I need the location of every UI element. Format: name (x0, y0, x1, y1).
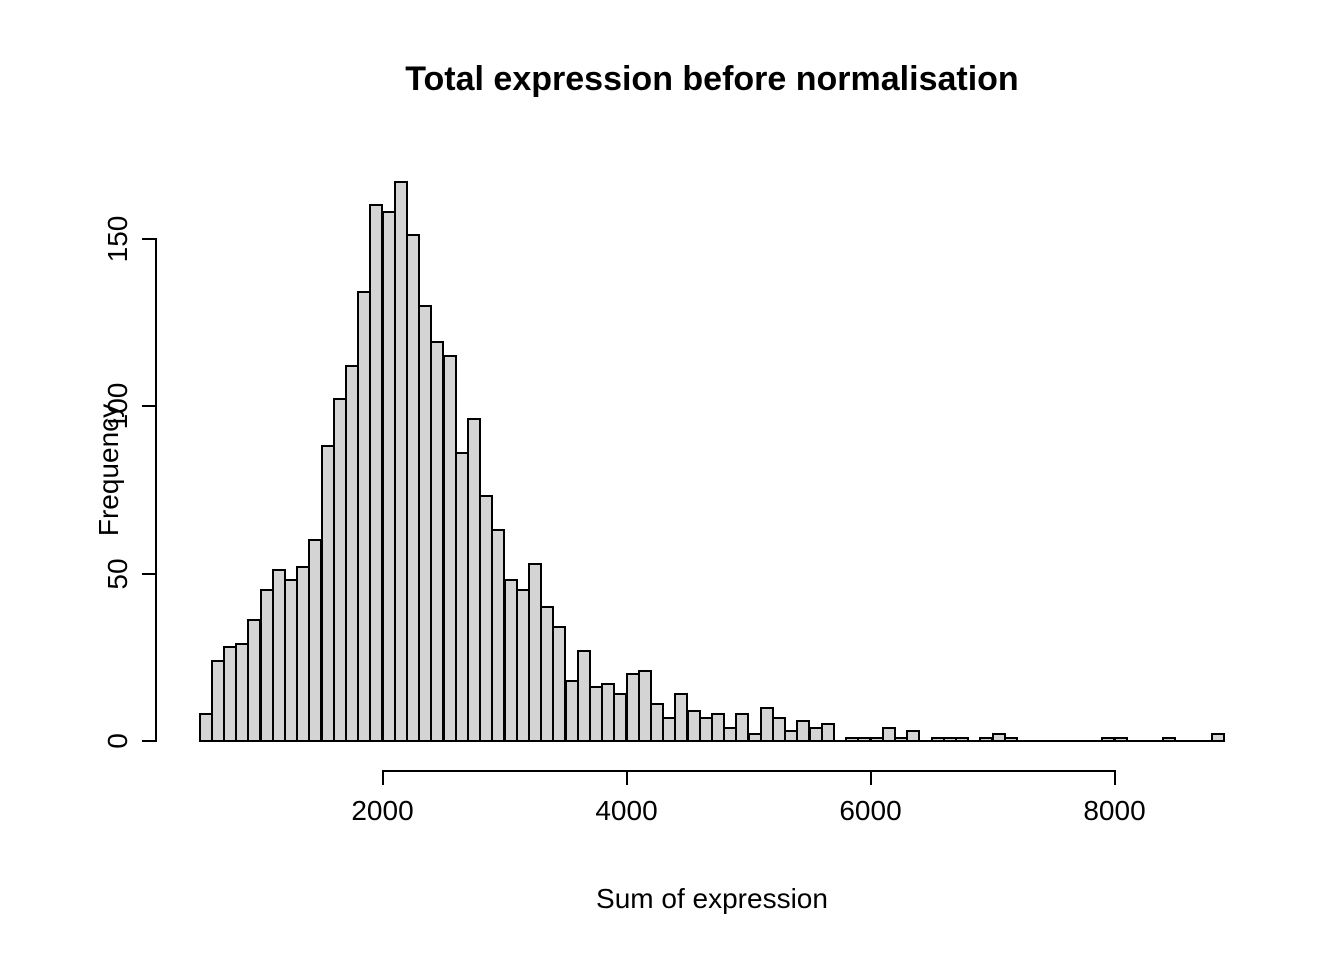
x-tick-label: 4000 (595, 795, 658, 826)
y-tick-label: 50 (102, 557, 133, 590)
x-tick-label: 2000 (351, 795, 414, 826)
x-tick-label: 6000 (839, 795, 902, 826)
histogram-bar (954, 736, 970, 742)
histogram-bar (1003, 736, 1018, 742)
y-tick-mark (142, 405, 155, 407)
x-tick-mark (1113, 772, 1116, 785)
y-tick-mark (142, 740, 155, 742)
x-tick-mark (381, 772, 384, 785)
x-axis-line (381, 770, 1116, 772)
y-tick-label: 0 (102, 733, 133, 749)
histogram-bar (1211, 733, 1226, 742)
x-axis-label: Sum of expression (596, 883, 828, 914)
y-tick-mark (142, 572, 155, 575)
histogram-bar (771, 716, 787, 742)
x-tick-mark (869, 772, 872, 785)
histogram-bar (1113, 736, 1128, 742)
histogram-bar (1162, 736, 1177, 742)
histogram-bar (881, 726, 896, 742)
histogram-bar (906, 730, 921, 743)
histogram-bar (820, 723, 835, 743)
x-tick-mark (625, 772, 628, 785)
x-tick-label: 8000 (1083, 795, 1146, 826)
chart-title: Total expression before normalisation (405, 60, 1019, 98)
y-tick-label: 100 (102, 382, 133, 430)
y-tick-label: 150 (102, 215, 133, 262)
histogram-bar (735, 713, 750, 742)
y-tick-mark (142, 237, 155, 240)
y-axis-line (155, 237, 157, 742)
